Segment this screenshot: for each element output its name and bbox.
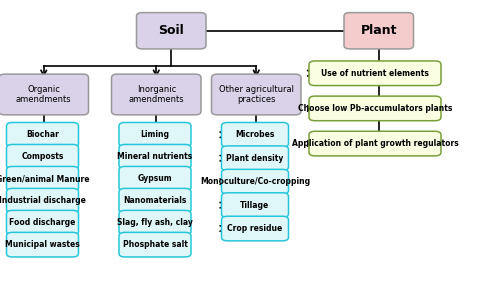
Text: Crop residue: Crop residue (228, 224, 282, 233)
FancyBboxPatch shape (309, 131, 441, 156)
FancyBboxPatch shape (222, 122, 288, 147)
Text: Plant density: Plant density (226, 154, 283, 163)
Text: Tillage: Tillage (240, 201, 270, 209)
FancyBboxPatch shape (119, 144, 191, 169)
Text: Biochar: Biochar (26, 130, 59, 139)
Text: Nanomaterials: Nanomaterials (124, 196, 186, 205)
FancyBboxPatch shape (6, 188, 78, 213)
Text: Choose low Pb-accumulators plants: Choose low Pb-accumulators plants (298, 104, 452, 113)
Text: Slag, fly ash, clay: Slag, fly ash, clay (117, 218, 193, 227)
Text: Other agricultural
practices: Other agricultural practices (219, 85, 294, 104)
Text: Food discharge: Food discharge (10, 218, 76, 227)
FancyBboxPatch shape (222, 146, 288, 171)
FancyBboxPatch shape (222, 216, 288, 241)
Text: Organic
amendments: Organic amendments (16, 85, 72, 104)
FancyBboxPatch shape (309, 96, 441, 121)
Text: Microbes: Microbes (236, 130, 275, 139)
FancyBboxPatch shape (119, 210, 191, 235)
FancyBboxPatch shape (136, 13, 206, 49)
FancyBboxPatch shape (119, 166, 191, 191)
FancyBboxPatch shape (6, 144, 78, 169)
Text: Plant: Plant (360, 24, 397, 37)
Text: Use of nutrient elements: Use of nutrient elements (321, 69, 429, 78)
FancyBboxPatch shape (222, 169, 288, 194)
Text: Composts: Composts (22, 152, 64, 161)
FancyBboxPatch shape (6, 210, 78, 235)
FancyBboxPatch shape (112, 74, 201, 115)
Text: Liming: Liming (140, 130, 170, 139)
FancyBboxPatch shape (6, 166, 78, 191)
Text: Soil: Soil (158, 24, 184, 37)
Text: Inorganic
amendments: Inorganic amendments (128, 85, 184, 104)
Text: Mineral nutrients: Mineral nutrients (118, 152, 192, 161)
Text: Application of plant growth regulators: Application of plant growth regulators (292, 139, 458, 148)
Text: Municipal wastes: Municipal wastes (5, 240, 80, 249)
FancyBboxPatch shape (222, 193, 288, 217)
Text: Monoculture/Co-cropping: Monoculture/Co-cropping (200, 177, 310, 186)
Text: Industrial discharge: Industrial discharge (0, 196, 86, 205)
FancyBboxPatch shape (119, 188, 191, 213)
FancyBboxPatch shape (6, 122, 78, 147)
FancyBboxPatch shape (0, 74, 88, 115)
Text: Phosphate salt: Phosphate salt (122, 240, 188, 249)
FancyBboxPatch shape (119, 232, 191, 257)
FancyBboxPatch shape (309, 61, 441, 86)
FancyBboxPatch shape (6, 232, 78, 257)
FancyBboxPatch shape (212, 74, 301, 115)
Text: Green/animal Manure: Green/animal Manure (0, 174, 89, 183)
Text: Gypsum: Gypsum (138, 174, 172, 183)
FancyBboxPatch shape (344, 13, 414, 49)
FancyBboxPatch shape (119, 122, 191, 147)
